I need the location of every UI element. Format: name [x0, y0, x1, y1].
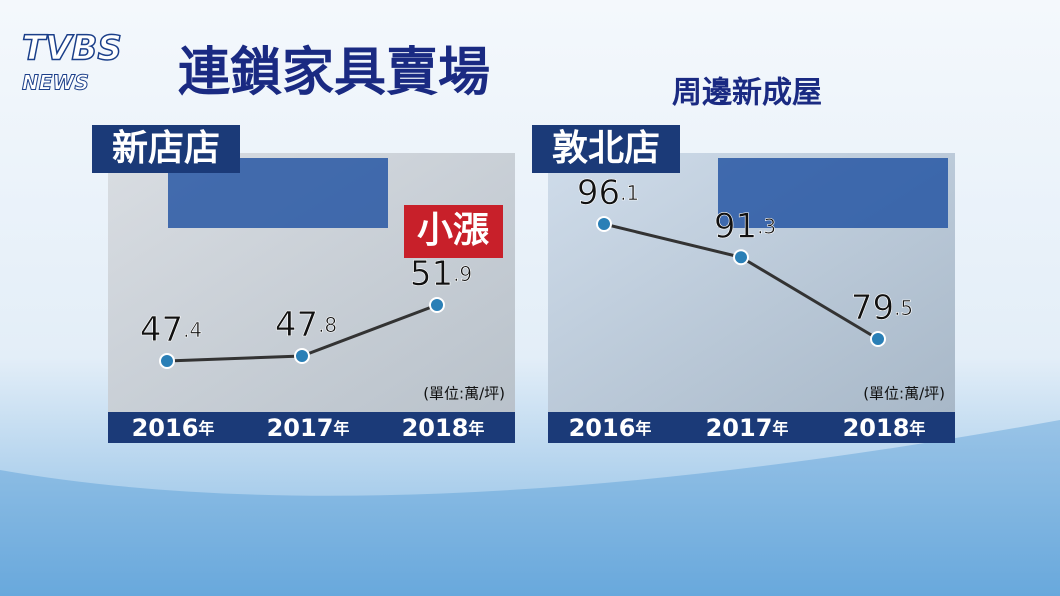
unit-label: (單位:萬/坪) — [863, 385, 945, 403]
chart-panel: 新店店 47.4 2016年 47.8 2017年 51.9 2018年 (單位:萬/坪) 小漲 — [92, 125, 515, 443]
chart-title-box — [92, 125, 240, 173]
logo-main: TVBS — [22, 29, 122, 69]
point — [429, 297, 445, 313]
category-bar — [548, 412, 955, 443]
point — [159, 353, 175, 369]
value-label: 79.5 — [851, 288, 913, 328]
charts: 新店店 47.4 2016年 47.8 2017年 51.9 2018年 (單位:萬/坪) 小漲… — [92, 125, 955, 443]
chart-title-box — [532, 125, 680, 173]
category-bar — [108, 412, 515, 443]
store-sign — [718, 158, 948, 228]
subtitle: 周邊新成屋 — [672, 76, 822, 111]
x-tick-label: 2016年 — [569, 414, 652, 442]
logo-sub: NEWS — [22, 71, 89, 95]
background-wave — [0, 420, 1060, 596]
chart-title: 新店店 — [112, 128, 220, 169]
value-label: 96.1 — [577, 173, 639, 213]
x-tick-label: 2017年 — [267, 414, 350, 442]
x-tick-label: 2018年 — [402, 414, 485, 442]
point — [870, 331, 886, 347]
value-label: 47.4 — [140, 310, 202, 350]
x-tick-label: 2017年 — [706, 414, 789, 442]
x-tick-label: 2018年 — [843, 414, 926, 442]
value-label: 91.3 — [714, 206, 776, 246]
annotation-box — [404, 205, 503, 258]
chart-title: 敦北店 — [552, 128, 660, 169]
annotation: 小漲 — [417, 210, 489, 251]
point — [596, 216, 612, 232]
title: 連鎖家具賣場 — [178, 43, 490, 103]
x-tick-label: 2016年 — [132, 414, 215, 442]
unit-label: (單位:萬/坪) — [423, 385, 505, 403]
value-label: 51.9 — [410, 254, 472, 294]
point — [294, 348, 310, 365]
point — [733, 249, 749, 266]
value-label: 47.8 — [275, 305, 337, 345]
